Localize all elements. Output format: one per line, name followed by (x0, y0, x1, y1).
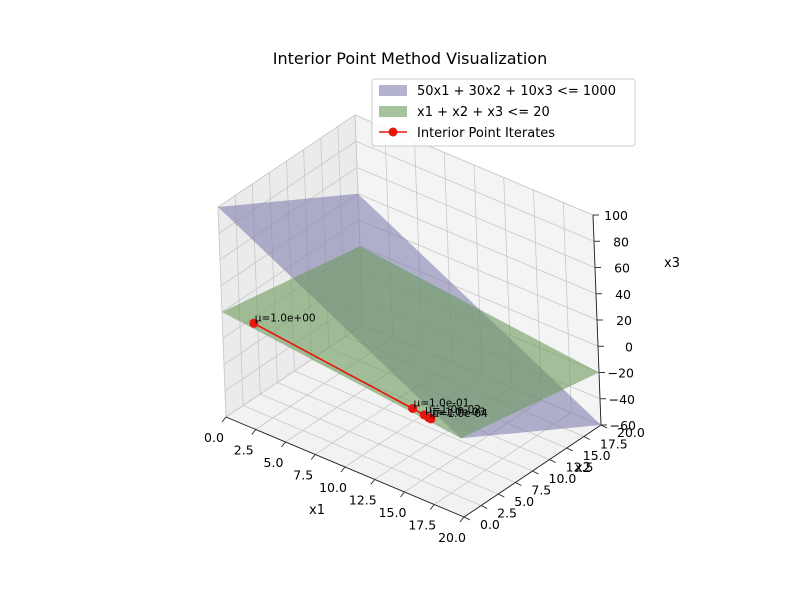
chart-title: Interior Point Method Visualization (273, 49, 547, 68)
legend-swatch-plane-1 (379, 85, 407, 96)
x-tick-mark (429, 504, 435, 510)
x-tick-mark (370, 479, 376, 485)
x-tick-mark (221, 416, 227, 423)
x-tick-label: 2.5 (234, 443, 254, 458)
grid-line-y-floor (260, 393, 499, 495)
y-tick-label: 5.0 (514, 494, 534, 509)
x-axis-label: x1 (309, 503, 325, 518)
z-tick-label: 80 (613, 234, 629, 249)
y-tick-label: 20.0 (617, 425, 645, 440)
y-tick-mark (532, 470, 539, 475)
grid-line-y-floor (294, 370, 533, 472)
x-tick-label: 12.5 (349, 493, 377, 508)
iterate-label: μ=1.0e-03 (430, 407, 486, 419)
x-tick-mark (281, 441, 286, 448)
y-tick-mark (566, 447, 573, 452)
constraint-planes (218, 193, 601, 439)
y-tick-label: 2.5 (497, 506, 517, 521)
y-tick-mark (480, 505, 488, 509)
iterate-annotations: μ=1.0e+00 μ=1.0e-01μ=1.0e-02μ=1.0e-03μ=1.… (255, 312, 488, 420)
iterate-point (426, 414, 436, 424)
x-tick-mark (340, 466, 346, 473)
legend-swatch-iterates-marker (388, 127, 398, 137)
z-tick-label: 60 (614, 261, 630, 276)
x-tick-mark (310, 454, 316, 460)
z-tick-label: −60 (610, 418, 636, 433)
x-tick-label: 15.0 (379, 505, 407, 520)
x-tick-label: 20.0 (438, 530, 466, 545)
grid-line-y-floor (277, 382, 516, 483)
y-tick-label: 7.5 (531, 483, 551, 498)
x-tick-mark (459, 516, 465, 523)
y-tick-label: 15.0 (583, 448, 611, 463)
legend: 50x1 + 30x2 + 10x3 <= 1000 x1 + x2 + x3 … (371, 78, 636, 147)
tick-labels: 0.02.55.07.510.012.515.017.520.00.02.55.… (204, 208, 645, 545)
iterate-label: μ=1.0e-02 (425, 404, 481, 416)
z-tick-label: 40 (615, 287, 631, 302)
grid-line-z-back (355, 140, 595, 242)
grid-line-z-left (217, 114, 356, 208)
z-tick-label: 0 (625, 339, 633, 354)
x-tick-label: 17.5 (408, 518, 436, 533)
iterate-point (408, 404, 418, 414)
y-tick-label: 0.0 (480, 517, 500, 532)
z-tick-label: −20 (608, 366, 634, 381)
grid-line-z-back (356, 167, 596, 268)
legend-frame (371, 78, 636, 147)
x-tick-mark (400, 491, 405, 498)
constraint-plane-2 (222, 246, 599, 439)
legend-label-plane-1: 50x1 + 30x2 + 10x3 <= 1000 (417, 84, 616, 99)
y-tick-mark (583, 436, 591, 440)
y-tick-mark (515, 482, 522, 486)
y-tick-mark (549, 459, 556, 463)
iterate-point (249, 318, 259, 328)
y-tick-mark (600, 424, 608, 429)
y-tick-label: 10.0 (549, 471, 577, 486)
iterate-label: μ=1.0e+00 (255, 312, 316, 324)
y-tick-label: 17.5 (600, 437, 628, 452)
z-tick-label: 20 (616, 313, 632, 328)
legend-swatch-plane-2 (379, 106, 407, 117)
y-tick-mark (498, 493, 505, 498)
x-tick-mark (251, 429, 257, 435)
x-tick-label: 0.0 (204, 430, 224, 445)
y-tick-label: 12.5 (566, 460, 594, 475)
z-tick-label: 100 (604, 208, 628, 223)
x-tick-label: 10.0 (319, 480, 347, 495)
x-tick-label: 7.5 (293, 468, 313, 483)
iterate-label: μ=1.0e-01 (414, 398, 470, 410)
legend-label-plane-2: x1 + x2 + x3 <= 20 (417, 105, 550, 120)
grid-line-z-back (357, 193, 597, 295)
y-axis-label: x2 (575, 461, 591, 476)
axis-lines (221, 214, 608, 523)
y-tick-mark (463, 516, 471, 521)
x-tick-label: 5.0 (264, 455, 284, 470)
z-tick-label: −40 (609, 392, 635, 407)
z-axis-label: x3 (664, 256, 680, 271)
iterate-path (249, 318, 436, 424)
legend-label-iterates: Interior Point Iterates (417, 126, 555, 141)
grid-line-y-floor (242, 405, 482, 506)
iterate-label: μ=1.0e-04 (432, 408, 488, 420)
